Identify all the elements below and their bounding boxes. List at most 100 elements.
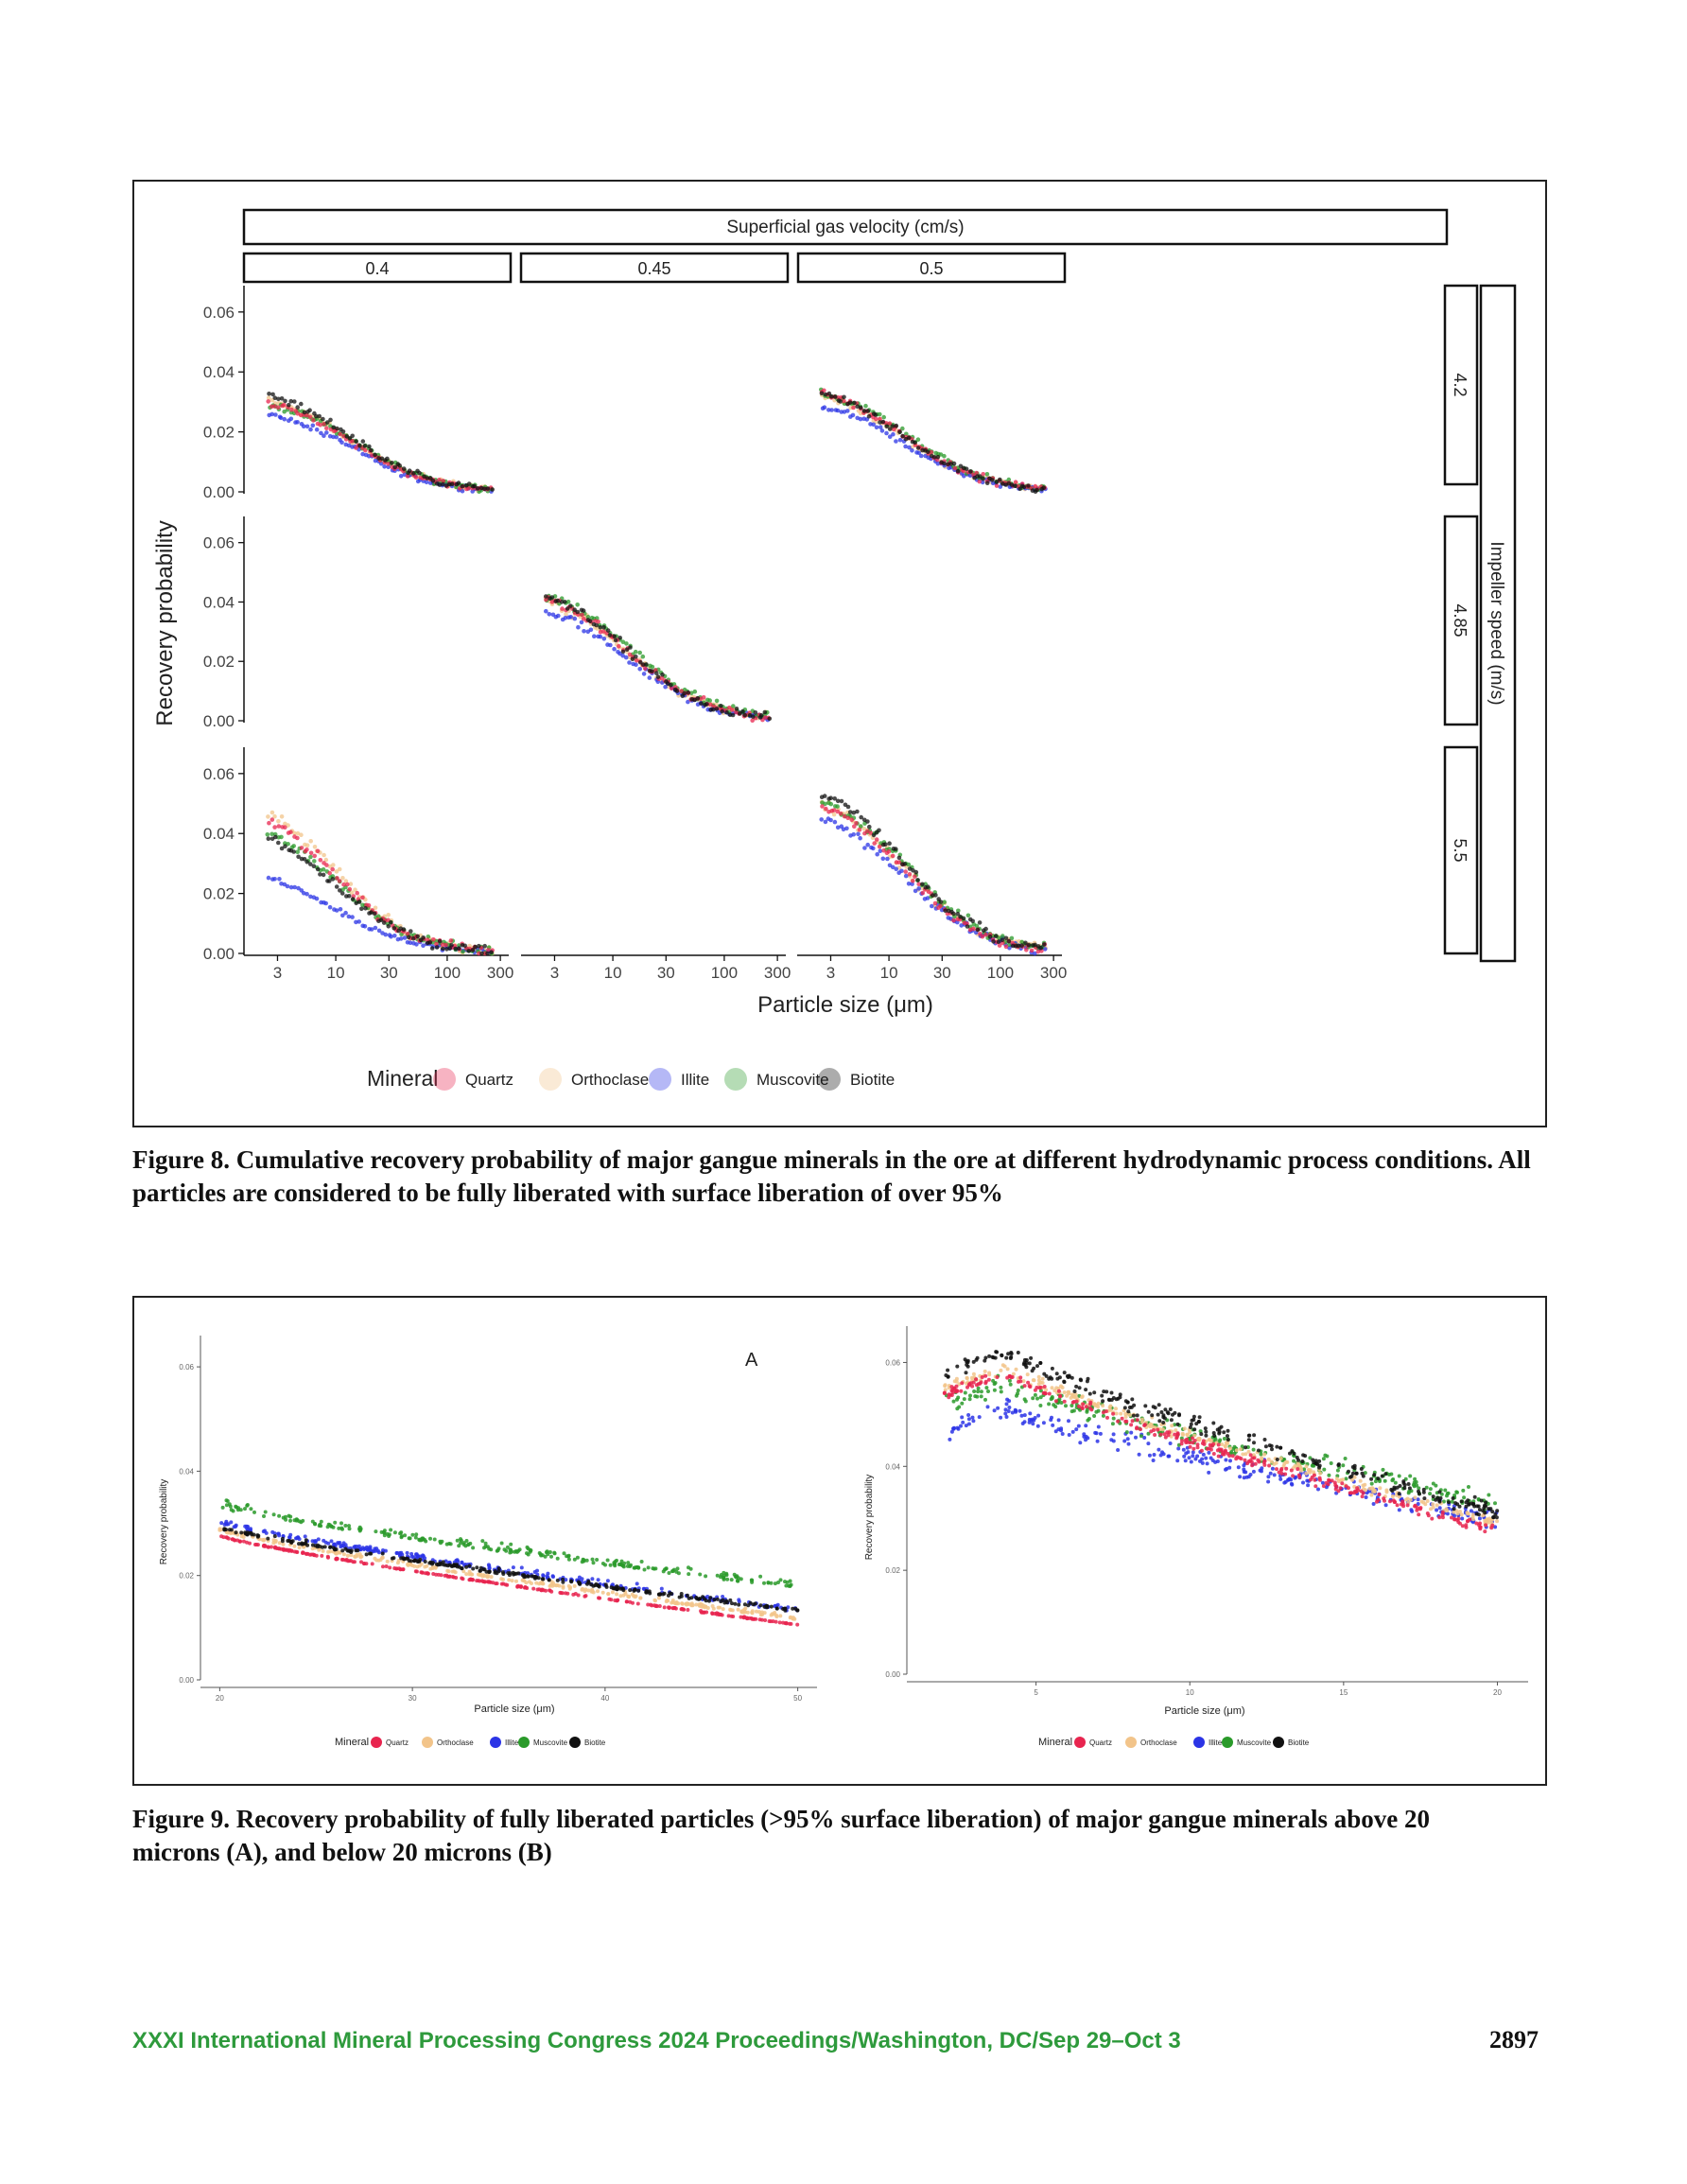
data-point-muscovite: [238, 1508, 243, 1512]
data-point-biotite: [453, 946, 459, 952]
data-point-orthoclase: [621, 1593, 626, 1598]
data-point-biotite: [1165, 1410, 1170, 1415]
data-point-quartz: [763, 715, 768, 720]
data-point-illite: [323, 1540, 328, 1545]
data-point-quartz: [440, 942, 445, 947]
data-point-biotite: [880, 419, 886, 425]
data-point-orthoclase: [341, 1552, 346, 1557]
data-point-illite: [1158, 1453, 1163, 1458]
data-point-biotite: [569, 1580, 574, 1584]
data-point-biotite: [890, 424, 896, 428]
y-tick-label: 0.04: [203, 593, 235, 611]
data-point-quartz: [1104, 1409, 1108, 1414]
data-point-muscovite: [575, 1555, 580, 1560]
data-point-biotite: [406, 1556, 409, 1561]
data-point-biotite: [1189, 1422, 1193, 1426]
data-point-orthoclase: [480, 1574, 485, 1579]
data-point-muscovite: [282, 409, 287, 414]
data-point-biotite: [473, 944, 478, 950]
data-point-muscovite: [1038, 1404, 1043, 1407]
data-point-orthoclase: [266, 395, 271, 400]
data-point-orthoclase: [464, 1572, 469, 1577]
data-point-orthoclase: [1350, 1477, 1354, 1482]
figure-8: Superficial gas velocity (cm/s) 0.4 0.45 0…: [132, 180, 1547, 1127]
data-point-muscovite: [279, 834, 284, 840]
data-point-quartz: [1483, 1529, 1487, 1534]
data-point-biotite: [287, 402, 291, 408]
data-point-quartz: [1084, 1405, 1088, 1409]
x-tick-label: 10: [1186, 1688, 1194, 1697]
data-point-orthoclase: [415, 1564, 420, 1569]
x-tick-label: 30: [933, 964, 951, 982]
data-point-illite: [1460, 1516, 1465, 1521]
data-point-muscovite: [736, 1579, 740, 1583]
data-point-quartz: [983, 1373, 988, 1378]
data-point-biotite: [645, 1590, 650, 1594]
data-point-quartz: [1377, 1493, 1382, 1496]
data-point-illite: [1435, 1508, 1439, 1512]
data-point-muscovite: [986, 1389, 990, 1393]
legend: Mineral Quartz Orthoclase Illite Muscovite B…: [367, 1066, 895, 1091]
data-point-quartz: [596, 620, 600, 624]
data-point-orthoclase: [1170, 1424, 1174, 1428]
data-point-biotite: [402, 466, 407, 471]
data-point-illite: [519, 1565, 524, 1570]
data-point-biotite: [299, 401, 304, 407]
data-point-orthoclase: [702, 1603, 706, 1608]
data-point-biotite: [1162, 1416, 1167, 1421]
data-point-orthoclase: [1050, 1386, 1054, 1390]
data-point-quartz: [868, 830, 873, 835]
data-point-quartz: [230, 1537, 235, 1542]
data-point-orthoclase: [1192, 1433, 1197, 1438]
data-point-illite: [301, 424, 306, 429]
data-point-quartz: [381, 1564, 385, 1569]
data-point-muscovite: [725, 1577, 730, 1581]
data-point-illite: [977, 1415, 982, 1420]
data-point-quartz: [289, 1548, 294, 1553]
data-point-illite: [1070, 1429, 1075, 1434]
data-point-biotite: [315, 866, 321, 872]
data-point-biotite: [1175, 1422, 1180, 1426]
data-point-illite: [598, 634, 603, 639]
data-point-illite: [1082, 1434, 1087, 1439]
data-point-muscovite: [1325, 1454, 1330, 1459]
data-point-orthoclase: [322, 852, 326, 858]
data-point-illite: [331, 434, 336, 440]
data-point-illite: [249, 1527, 252, 1531]
data-point-biotite: [1072, 1389, 1077, 1393]
data-point-muscovite: [704, 1574, 708, 1579]
data-point-muscovite: [277, 1513, 282, 1518]
data-point-muscovite: [333, 1520, 338, 1525]
x-tick-label: 15: [1339, 1688, 1348, 1697]
data-point-quartz: [318, 858, 323, 863]
data-point-biotite: [307, 408, 312, 412]
data-point-muscovite: [664, 1566, 669, 1571]
data-point-muscovite: [466, 1542, 471, 1546]
data-point-illite: [878, 848, 883, 853]
data-point-orthoclase: [310, 1546, 315, 1551]
data-point-quartz: [1135, 1426, 1139, 1431]
data-point-illite: [1074, 1427, 1079, 1432]
data-point-quartz: [701, 695, 706, 700]
data-point-illite: [1470, 1520, 1475, 1525]
data-point-biotite: [1077, 1386, 1082, 1390]
data-point-biotite: [1163, 1407, 1168, 1412]
data-point-biotite: [748, 1600, 753, 1605]
data-point-orthoclase: [610, 1590, 615, 1595]
legend-label-biotite: Biotite: [850, 1071, 895, 1089]
data-point-illite: [1050, 1415, 1053, 1420]
data-point-biotite: [861, 409, 867, 413]
data-point-muscovite: [967, 1397, 972, 1402]
data-point-muscovite: [291, 844, 296, 848]
data-point-biotite: [392, 464, 398, 470]
data-point-biotite: [1263, 1444, 1268, 1449]
data-point-orthoclase: [1452, 1510, 1456, 1514]
data-point-biotite: [1380, 1474, 1384, 1478]
data-point-quartz: [835, 809, 841, 814]
data-point-muscovite: [1033, 1392, 1037, 1397]
data-point-illite: [296, 885, 301, 891]
data-point-orthoclase: [1069, 1395, 1073, 1400]
data-point-muscovite: [624, 641, 629, 646]
data-point-muscovite: [432, 1537, 437, 1542]
data-point-orthoclase: [1174, 1428, 1178, 1433]
